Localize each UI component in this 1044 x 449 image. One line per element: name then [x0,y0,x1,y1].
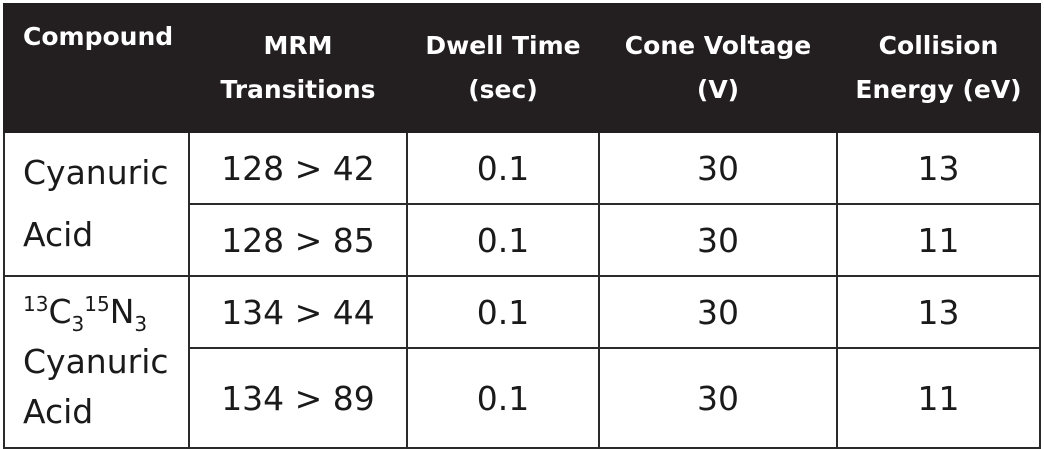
table-header: Compound MRM Transitions Dwell Time (sec… [3,3,1041,133]
compound-cell-labeled-cyanuric-acid: 13C315N3 Cyanuric Acid [3,275,190,449]
compound-name-line1: Cyanuric [23,153,169,192]
table-row: 13C315N3 Cyanuric Acid 134 > 44 0.1 30 1… [3,275,1041,449]
collision-energy-cell: 11 [836,347,1041,449]
collision-energy-cell: 13 [836,131,1041,205]
header-dwell-line1: Dwell Time [425,31,581,60]
dwell-time-cell: 0.1 [406,275,600,349]
isotope-count-nitrogen: 3 [134,312,148,336]
mrm-parameters-table-container: Compound MRM Transitions Dwell Time (sec… [3,3,1041,449]
dwell-time-cell: 0.1 [406,347,600,449]
cone-voltage-cell: 30 [598,131,838,205]
mrm-transition-cell: 134 > 89 [188,347,408,449]
header-mrm-transitions: MRM Transitions [188,3,408,133]
isotope-element-carbon: C [48,292,72,331]
table-row: 128 > 85 0.1 30 11 [4,203,1041,277]
cone-voltage-cell: 30 [598,203,838,277]
collision-energy-cell: 11 [836,203,1041,277]
header-compound-label: Compound [23,22,174,51]
header-collision-line1: Collision [878,31,999,60]
table-body: Cyanuric Acid 128 > 42 0.1 30 13 128 > 8… [3,131,1041,449]
compound-name-line1: Cyanuric [23,342,169,381]
collision-energy-cell: 13 [836,275,1041,349]
isotope-count-carbon: 3 [71,312,85,336]
header-compound: Compound [3,3,190,133]
isotope-element-nitrogen: N [109,292,135,331]
isotope-mass-carbon: 13 [23,292,49,316]
dwell-time-cell: 0.1 [406,203,600,277]
compound-name-line2: Acid [23,392,94,431]
cone-voltage-cell: 30 [598,275,838,349]
mrm-transition-cell: 134 > 44 [188,275,408,349]
mrm-parameters-table: Compound MRM Transitions Dwell Time (sec… [3,3,1041,449]
header-row: Compound MRM Transitions Dwell Time (sec… [3,3,1041,133]
header-collision-energy: Collision Energy (eV) [836,3,1041,133]
compound-name-line2: Acid [23,215,94,254]
table-row: Cyanuric Acid 128 > 42 0.1 30 13 [3,131,1041,277]
header-cone-voltage: Cone Voltage (V) [598,3,838,133]
isotope-formula: 13C315N3 [23,292,147,334]
dwell-time-cell: 0.1 [406,131,600,205]
compound-cell-cyanuric-acid: Cyanuric Acid [3,131,190,277]
mrm-transition-cell: 128 > 85 [188,203,408,277]
header-cone-line2: (V) [696,75,740,104]
header-cone-line1: Cone Voltage [624,31,812,60]
mrm-transition-cell: 128 > 42 [188,131,408,205]
header-mrm-line1: MRM [263,31,333,60]
header-collision-line2: Energy (eV) [855,75,1022,104]
cone-voltage-cell: 30 [598,347,838,449]
isotope-mass-nitrogen: 15 [84,292,110,316]
header-dwell-time: Dwell Time (sec) [406,3,600,133]
header-dwell-line2: (sec) [468,75,538,104]
header-mrm-line2: Transitions [220,75,376,104]
